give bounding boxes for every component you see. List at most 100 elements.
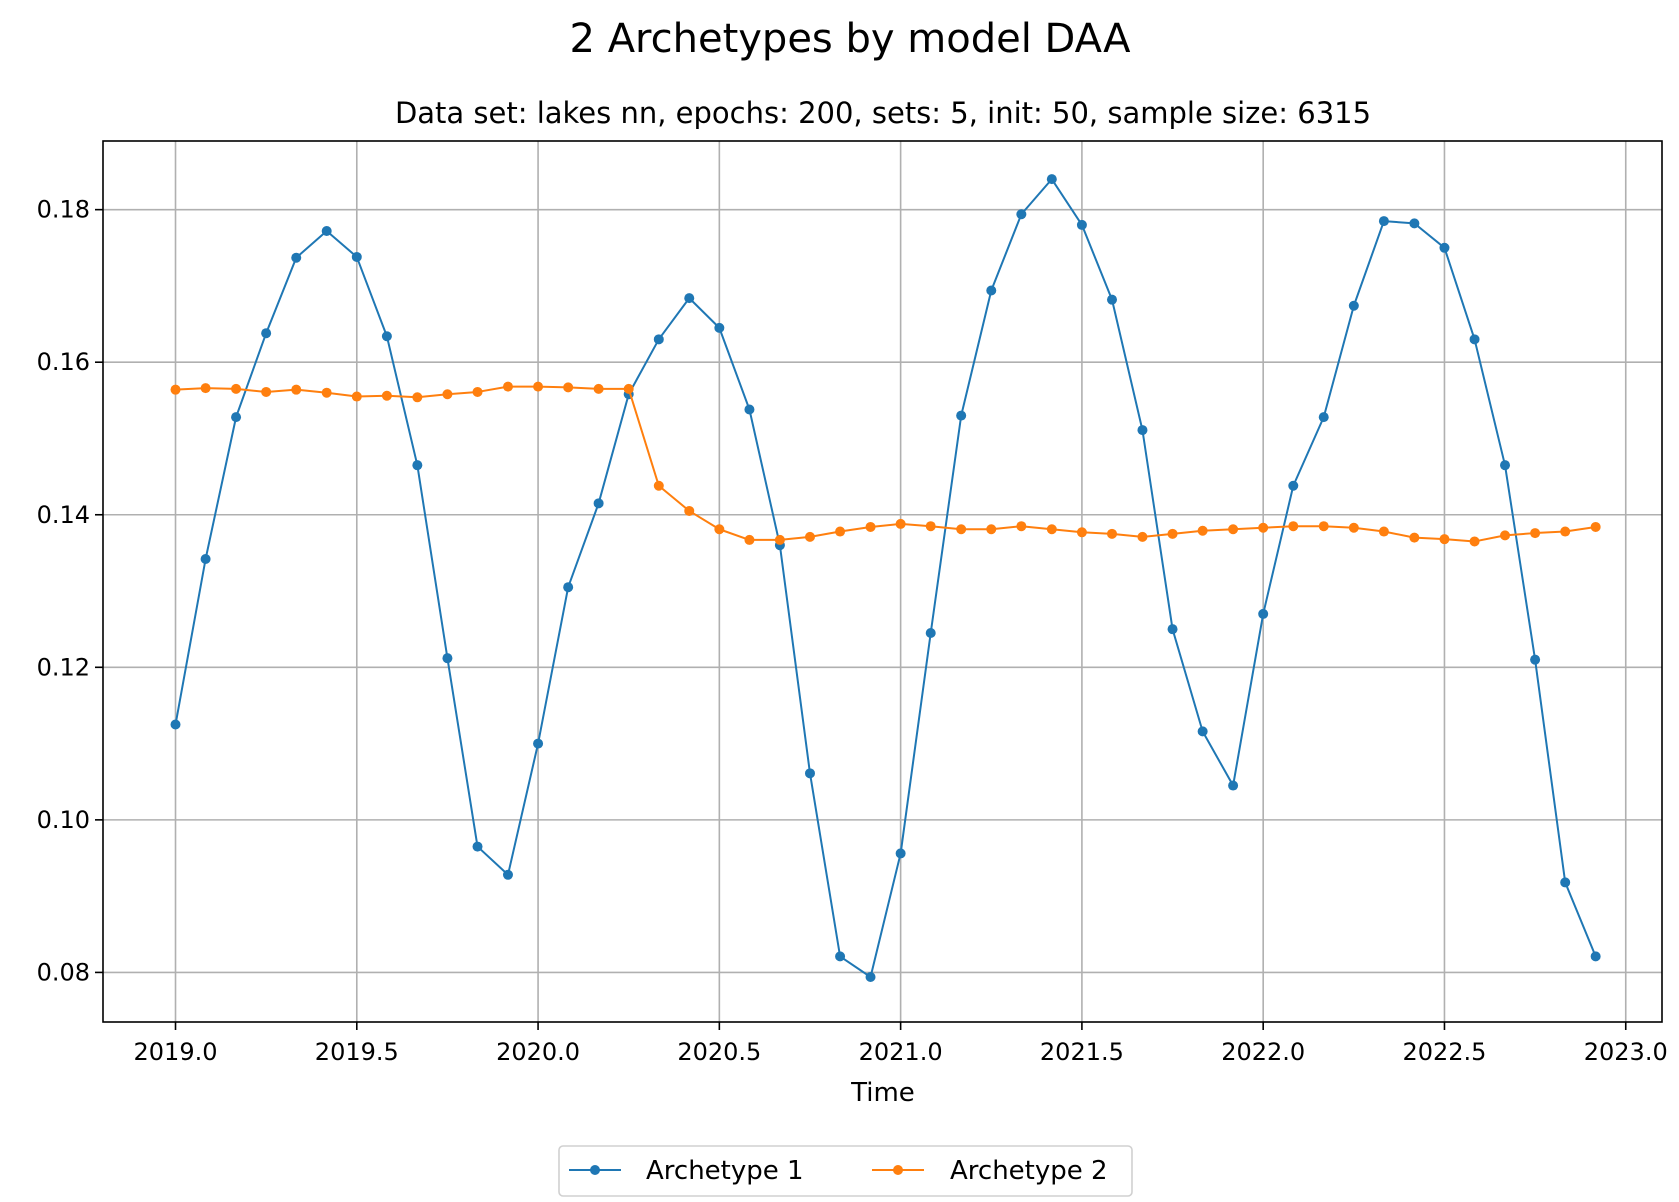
data-point-archetype-2	[684, 505, 695, 516]
data-point-archetype-2	[623, 383, 634, 394]
data-point-archetype-1	[472, 841, 483, 852]
data-point-archetype-1	[1439, 242, 1450, 253]
series-archetype-2	[170, 381, 1601, 547]
data-point-archetype-2	[1318, 521, 1329, 532]
x-tick-label: 2019.0	[134, 1038, 218, 1066]
data-point-archetype-2	[744, 534, 755, 545]
series-line-archetype-2	[175, 385, 1596, 543]
data-point-archetype-1	[865, 971, 876, 982]
data-point-archetype-1	[744, 404, 755, 415]
data-point-archetype-2	[170, 384, 181, 395]
data-point-archetype-2	[1258, 522, 1269, 533]
data-point-archetype-2	[1016, 521, 1027, 532]
data-point-archetype-2	[1076, 527, 1087, 538]
data-point-archetype-1	[231, 412, 242, 423]
data-point-archetype-1	[1500, 460, 1511, 471]
data-point-archetype-2	[533, 381, 544, 392]
data-point-archetype-1	[1318, 412, 1329, 423]
x-tick-label: 2020.0	[496, 1038, 580, 1066]
x-tick-label: 2021.5	[1040, 1038, 1124, 1066]
data-point-archetype-2	[261, 386, 272, 397]
data-point-archetype-1	[533, 738, 544, 749]
data-point-archetype-1	[956, 410, 967, 421]
y-tick-label: 0.18	[37, 196, 90, 224]
data-point-archetype-2	[321, 387, 332, 398]
data-point-archetype-2	[1439, 534, 1450, 545]
data-point-archetype-1	[1016, 209, 1027, 220]
y-tick-label: 0.14	[37, 501, 90, 529]
data-point-archetype-1	[291, 252, 302, 263]
data-point-archetype-2	[774, 534, 785, 545]
data-point-archetype-1	[321, 226, 332, 237]
data-point-archetype-2	[563, 382, 574, 393]
data-point-archetype-1	[200, 553, 211, 564]
axis-ticks: 2019.0 2019.5 2020.0 2020.5 2021.0 2021.5 2022…	[37, 196, 1668, 1066]
data-point-archetype-2	[653, 480, 664, 491]
data-point-archetype-1	[170, 719, 181, 730]
legend-entry-archetype-2: Archetype 2	[872, 1156, 1108, 1186]
data-point-archetype-2	[714, 524, 725, 535]
x-axis-label: Time	[850, 1078, 915, 1108]
data-point-archetype-1	[804, 768, 815, 779]
data-point-archetype-2	[986, 524, 997, 535]
data-point-archetype-1	[925, 627, 936, 638]
data-point-archetype-2	[1137, 531, 1148, 542]
data-point-archetype-1	[593, 498, 604, 509]
data-point-archetype-2	[381, 390, 392, 401]
data-point-archetype-1	[1560, 877, 1571, 888]
data-point-archetype-1	[986, 285, 997, 296]
data-point-archetype-2	[1167, 528, 1178, 539]
data-point-archetype-1	[1348, 300, 1359, 311]
legend: Archetype 1 Archetype 2	[558, 1145, 1133, 1197]
data-point-archetype-1	[563, 582, 574, 593]
legend-label-archetype-2: Archetype 2	[950, 1156, 1108, 1186]
data-point-archetype-2	[1046, 524, 1057, 535]
legend-marker-archetype-2	[893, 1165, 903, 1175]
data-point-archetype-1	[261, 328, 272, 339]
x-tick-label: 2023.0	[1584, 1038, 1668, 1066]
data-point-archetype-1	[1258, 608, 1269, 619]
legend-marker-archetype-1	[590, 1165, 600, 1175]
y-tick-label: 0.16	[37, 348, 90, 376]
data-point-archetype-1	[895, 848, 906, 859]
data-point-archetype-1	[1137, 425, 1148, 436]
data-point-archetype-1	[1469, 334, 1480, 345]
data-point-archetype-2	[1469, 536, 1480, 547]
data-point-archetype-1	[351, 251, 362, 262]
data-point-archetype-1	[1409, 218, 1420, 229]
data-point-archetype-1	[502, 869, 513, 880]
x-tick-label: 2020.5	[677, 1038, 761, 1066]
data-point-archetype-1	[1167, 624, 1178, 635]
data-point-archetype-2	[200, 383, 211, 394]
series-line-archetype-1	[174, 178, 1597, 978]
data-point-archetype-1	[381, 331, 392, 342]
data-point-archetype-1	[1046, 174, 1057, 185]
y-tick-label: 0.12	[37, 653, 90, 681]
data-point-archetype-2	[231, 383, 242, 394]
data-point-archetype-2	[291, 384, 302, 395]
data-point-archetype-1	[1590, 951, 1601, 962]
plot-series	[170, 174, 1601, 982]
data-point-archetype-1	[1530, 654, 1541, 665]
data-point-archetype-2	[502, 381, 513, 392]
legend-entry-archetype-1: Archetype 1	[569, 1156, 804, 1186]
grid	[103, 141, 1662, 1022]
data-point-archetype-1	[835, 951, 846, 962]
plot-area-frame	[102, 140, 1663, 1023]
data-point-archetype-2	[472, 386, 483, 397]
data-point-archetype-1	[1076, 219, 1087, 230]
x-tick-label: 2021.0	[859, 1038, 943, 1066]
y-tick-label: 0.10	[37, 806, 90, 834]
x-tick-label: 2022.0	[1221, 1038, 1305, 1066]
data-point-archetype-1	[1378, 216, 1389, 227]
data-point-archetype-2	[895, 518, 906, 529]
data-point-archetype-2	[351, 391, 362, 402]
series-archetype-1	[170, 174, 1601, 982]
data-point-archetype-2	[1197, 525, 1208, 536]
data-point-archetype-1	[1106, 294, 1117, 305]
data-point-archetype-2	[1560, 526, 1571, 537]
x-tick-label: 2022.5	[1402, 1038, 1486, 1066]
data-point-archetype-1	[1197, 726, 1208, 737]
chart-title: 2 Archetypes by model DAA	[570, 16, 1132, 62]
